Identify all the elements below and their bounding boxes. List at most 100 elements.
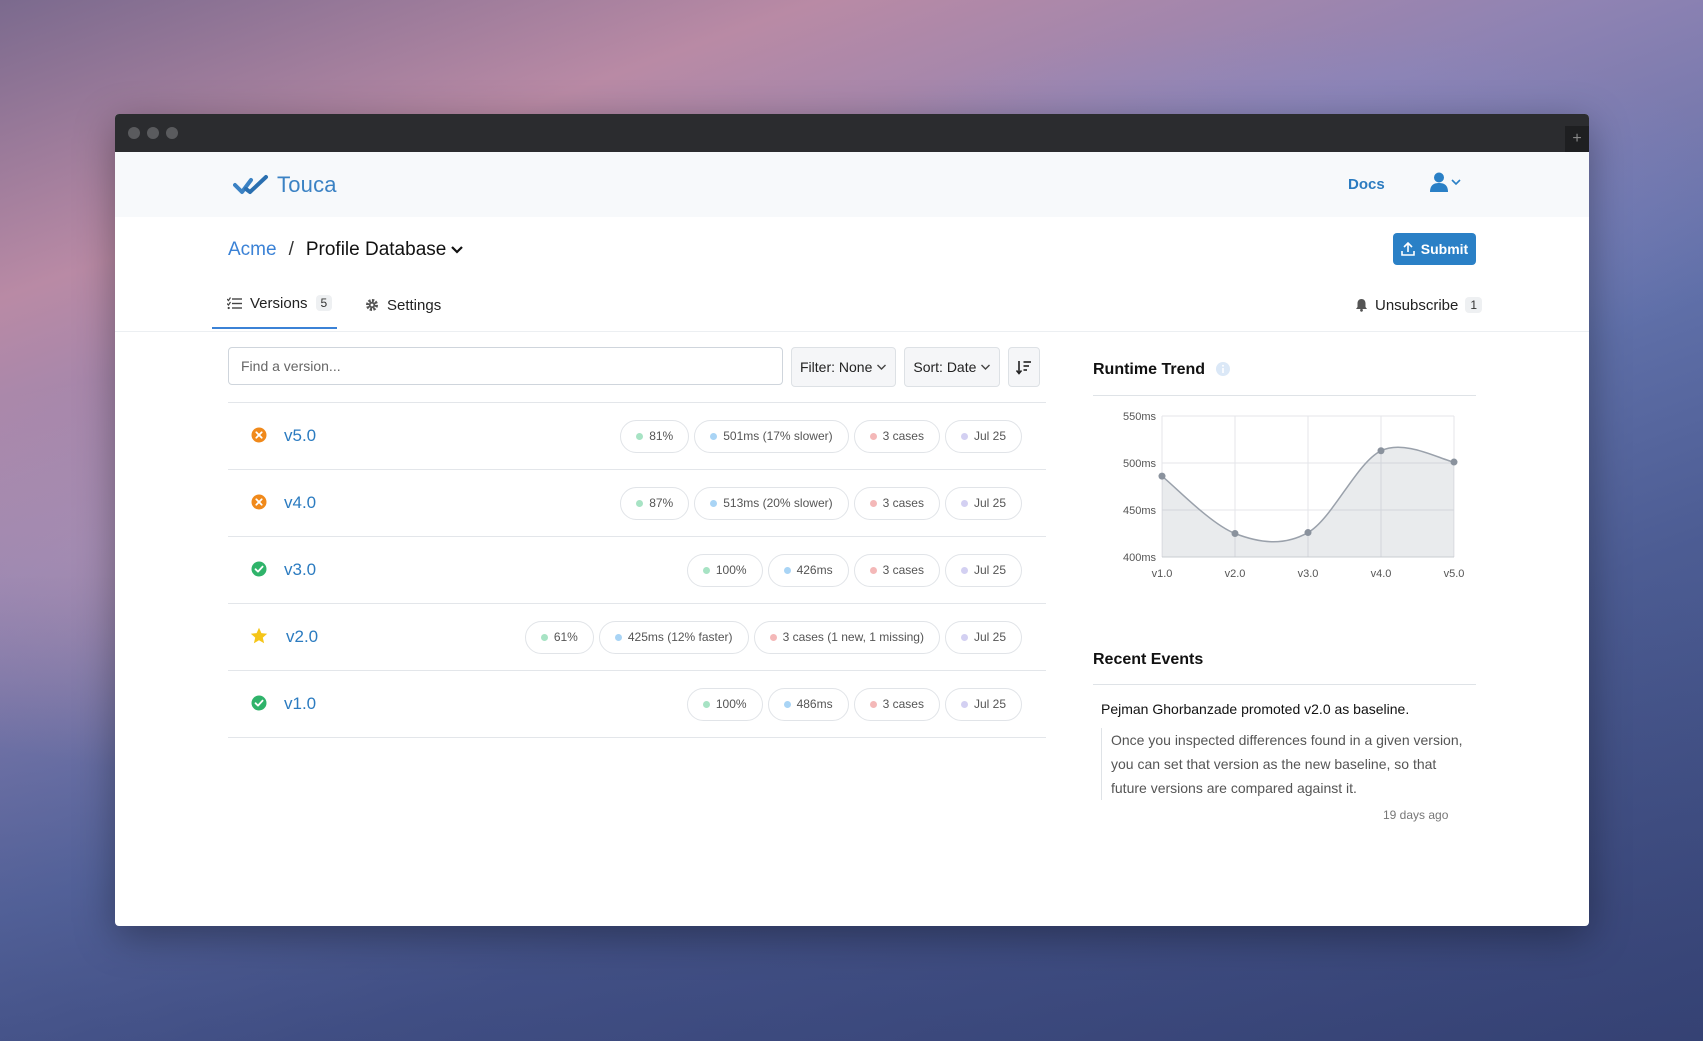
version-metrics: 87% 513ms (20% slower) 3 cases Jul 25 bbox=[620, 486, 1022, 520]
pill-value: 3 cases bbox=[882, 697, 924, 711]
trend-point bbox=[1450, 458, 1458, 466]
match-score-pill: 100% bbox=[686, 553, 763, 587]
pill-value: 61% bbox=[553, 630, 578, 644]
date-pill: Jul 25 bbox=[944, 553, 1022, 587]
event-description: Once you inspected differences found in … bbox=[1101, 728, 1471, 800]
runtime-pill: 425ms (12% faster) bbox=[598, 620, 749, 654]
version-row[interactable]: v2.0 61% 425ms (12% faster) 3 cases (1 new,… bbox=[228, 604, 1046, 671]
match-score-pill: 87% bbox=[620, 486, 690, 520]
version-link[interactable]: v1.0 bbox=[284, 694, 317, 713]
app-logo[interactable]: Touca bbox=[233, 172, 337, 198]
chevron-down-icon bbox=[981, 364, 991, 370]
new-tab-icon[interactable]: + bbox=[1565, 126, 1589, 152]
app-name: Touca bbox=[277, 172, 337, 197]
event-target[interactable]: v2.0 bbox=[1304, 701, 1331, 717]
version-search-input[interactable] bbox=[228, 347, 783, 385]
info-icon[interactable] bbox=[1215, 361, 1231, 377]
failed-status-icon bbox=[251, 427, 267, 443]
version-metrics: 100% 426ms 3 cases Jul 25 bbox=[686, 553, 1022, 587]
x-tick-label: v2.0 bbox=[1225, 568, 1246, 580]
pill-value: Jul 25 bbox=[973, 697, 1006, 711]
version-status bbox=[251, 427, 267, 448]
chevron-down-icon bbox=[451, 246, 464, 254]
pill-value: 3 cases (1 new, 1 missing) bbox=[782, 630, 924, 644]
pill-value: 3 cases bbox=[882, 563, 924, 577]
pill-dot bbox=[702, 566, 710, 574]
pill-dot bbox=[769, 633, 777, 641]
breadcrumb-suite: Profile Database bbox=[305, 239, 447, 260]
version-row[interactable]: v4.0 87% 513ms (20% slower) 3 cases Jul 25 bbox=[228, 470, 1046, 537]
user-menu[interactable] bbox=[1430, 172, 1462, 192]
trend-point bbox=[1377, 447, 1385, 455]
pill-value: 3 cases bbox=[882, 429, 924, 443]
subscribers-count-badge: 1 bbox=[1465, 297, 1483, 313]
window-maximize-dot[interactable] bbox=[166, 127, 178, 139]
tab-settings[interactable]: Settings bbox=[365, 279, 441, 331]
runtime-trend-chart: 550ms 500ms 450ms 400ms v1.0 v2.0 v3.0 v4.0 v5.0 bbox=[1123, 411, 1465, 580]
cases-pill: 3 cases bbox=[853, 553, 940, 587]
tab-bar: Versions 5 Settings bbox=[115, 279, 1589, 332]
pill-value: 100% bbox=[715, 697, 747, 711]
version-status bbox=[251, 494, 267, 515]
tab-settings-label: Settings bbox=[387, 296, 442, 314]
pill-dot bbox=[614, 633, 622, 641]
pill-dot bbox=[960, 566, 968, 574]
pill-dot bbox=[540, 633, 548, 641]
pill-dot bbox=[960, 633, 968, 641]
version-link[interactable]: v2.0 bbox=[286, 627, 319, 646]
unsubscribe-button[interactable]: Unsubscribe 1 bbox=[1355, 279, 1483, 331]
event-user[interactable]: Pejman Ghorbanzade bbox=[1101, 701, 1238, 717]
pill-dot bbox=[869, 499, 877, 507]
submit-button[interactable]: Submit bbox=[1393, 233, 1476, 265]
event-suffix: as baseline. bbox=[1334, 701, 1410, 717]
version-link[interactable]: v4.0 bbox=[284, 493, 317, 512]
runtime-pill: 426ms bbox=[767, 553, 849, 587]
pill-value: 486ms bbox=[796, 697, 833, 711]
date-pill: Jul 25 bbox=[944, 486, 1022, 520]
pill-dot bbox=[869, 566, 877, 574]
version-row[interactable]: v5.0 81% 501ms (17% slower) 3 cases Jul 25 bbox=[228, 403, 1046, 470]
suite-selector[interactable]: Profile Database bbox=[306, 239, 464, 261]
pill-dot bbox=[702, 700, 710, 708]
gear-icon bbox=[366, 299, 378, 311]
window-minimize-dot[interactable] bbox=[147, 127, 159, 139]
runtime-pill: 486ms bbox=[767, 687, 849, 721]
trend-area bbox=[1162, 447, 1454, 557]
version-row[interactable]: v3.0 100% 426ms 3 cases Jul 25 bbox=[228, 537, 1046, 604]
user-icon bbox=[1430, 172, 1448, 192]
window-close-dot[interactable] bbox=[128, 127, 140, 139]
pill-value: 501ms (17% slower) bbox=[723, 429, 833, 443]
version-link[interactable]: v3.0 bbox=[284, 560, 317, 579]
pill-value: Jul 25 bbox=[973, 630, 1006, 644]
failed-status-icon bbox=[251, 494, 267, 510]
version-row[interactable]: v1.0 100% 486ms 3 cases Jul 25 bbox=[228, 671, 1046, 738]
y-tick-label: 550ms bbox=[1123, 411, 1157, 423]
passed-status-icon bbox=[251, 695, 267, 711]
docs-link[interactable]: Docs bbox=[1348, 176, 1385, 193]
x-tick-label: v5.0 bbox=[1444, 568, 1465, 580]
trend-point bbox=[1231, 530, 1239, 537]
cases-pill: 3 cases bbox=[853, 687, 940, 721]
breadcrumb-team[interactable]: Acme bbox=[228, 239, 277, 260]
y-tick-label: 500ms bbox=[1123, 458, 1157, 470]
cases-pill: 3 cases bbox=[853, 419, 940, 453]
pill-dot bbox=[783, 700, 791, 708]
version-list: v5.0 81% 501ms (17% slower) 3 cases Jul 25 v4… bbox=[228, 402, 1046, 738]
x-tick-label: v4.0 bbox=[1371, 568, 1392, 580]
sort-dropdown[interactable]: Sort: Date bbox=[904, 347, 1001, 387]
pill-dot bbox=[960, 700, 968, 708]
pill-value: 513ms (20% slower) bbox=[723, 496, 833, 510]
pill-value: 81% bbox=[649, 429, 674, 443]
pill-dot bbox=[636, 432, 644, 440]
sort-descending-icon bbox=[1016, 360, 1032, 375]
breadcrumb: Acme / Profile Database bbox=[228, 239, 464, 261]
filter-dropdown[interactable]: Filter: None bbox=[791, 347, 897, 387]
event-summary: Pejman Ghorbanzade promoted v2.0 as base… bbox=[1101, 701, 1409, 717]
version-status bbox=[251, 695, 267, 716]
sort-order-button[interactable] bbox=[1008, 347, 1041, 387]
baseline-star-icon bbox=[250, 627, 268, 644]
divider bbox=[1093, 395, 1476, 396]
sort-label: Sort: Date bbox=[913, 359, 977, 375]
tab-versions[interactable]: Versions 5 bbox=[212, 279, 337, 329]
version-link[interactable]: v5.0 bbox=[284, 426, 317, 445]
